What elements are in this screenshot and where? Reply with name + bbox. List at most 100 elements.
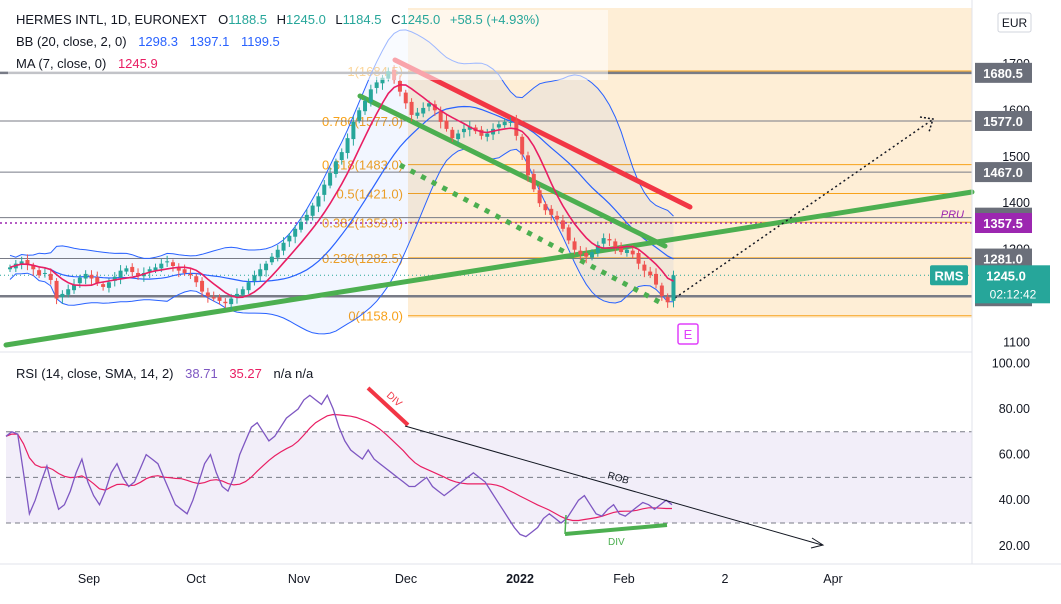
support-trendline[interactable] xyxy=(3,189,975,348)
candle-body xyxy=(555,215,560,220)
candle-body xyxy=(572,241,577,250)
earnings-marker[interactable]: E xyxy=(677,323,699,345)
earnings-marker-label: E xyxy=(684,327,693,342)
candle-body xyxy=(106,282,111,288)
candle-body xyxy=(427,103,432,107)
candle-body xyxy=(461,128,466,133)
candle-body xyxy=(613,241,618,248)
rsi-line xyxy=(5,393,673,538)
candle-body xyxy=(467,126,472,130)
candle-body xyxy=(240,289,245,295)
candle-body xyxy=(95,277,100,284)
rsi-band-lines xyxy=(6,431,972,524)
candle-body xyxy=(19,261,24,265)
svg-text:BB (20, close, 2, 0) 129: BB (20, close, 2, 0) 1298.3 1397.1 1199.… xyxy=(16,34,280,49)
candle-body xyxy=(66,289,71,295)
candle-body xyxy=(83,273,88,279)
time-tick-label: Dec xyxy=(395,572,417,586)
candle-body xyxy=(130,266,135,273)
candle-body xyxy=(234,293,239,298)
candle-body xyxy=(339,152,344,161)
rob-trendline[interactable] xyxy=(404,425,823,546)
projection-arrow[interactable] xyxy=(674,119,933,299)
candle-body xyxy=(351,121,356,140)
candle-body xyxy=(363,100,368,112)
candle-body xyxy=(543,204,548,211)
candle-body xyxy=(112,276,117,281)
price-tick-label: 1500 xyxy=(1002,150,1030,164)
candle-body xyxy=(293,228,298,237)
candle-body xyxy=(636,252,641,264)
candle-body xyxy=(246,282,251,291)
candle-body xyxy=(217,297,222,301)
price-level-pill xyxy=(975,110,1032,131)
price-level-text: 1281.0 xyxy=(983,252,1023,267)
price-tick-label: 1400 xyxy=(1002,196,1030,210)
time-axis[interactable]: Sep Oct Nov Dec 2022 Feb 2 Apr xyxy=(78,572,843,586)
price-level-text: 1680.5 xyxy=(983,66,1023,81)
candle-body xyxy=(165,261,170,263)
pru-label: PRU xyxy=(941,209,964,221)
candle-body xyxy=(421,107,426,114)
symbol-title: HERMES INTL, 1D, EURONEXT xyxy=(16,12,207,27)
candle-body xyxy=(101,284,106,287)
candle-body xyxy=(397,80,402,92)
bullish-divergence-line[interactable] xyxy=(564,523,668,536)
price-level-pill xyxy=(975,162,1032,183)
candle-body xyxy=(124,268,129,272)
candle-body xyxy=(415,112,420,116)
candle-body xyxy=(252,275,257,281)
candle-body xyxy=(642,264,647,271)
candlestick-series xyxy=(8,65,676,310)
candle-body xyxy=(31,265,36,270)
rob-trendline-arrow xyxy=(810,537,825,549)
svg-text:MA (7, close, 0) 1245.9: MA (7, close, 0) 1245.9 xyxy=(16,56,158,71)
candle-body xyxy=(508,121,513,123)
currency-badge[interactable]: EUR xyxy=(997,12,1032,33)
time-tick-label: Sep xyxy=(78,572,100,586)
channel-trendline[interactable] xyxy=(357,93,668,249)
dotted-channel-line[interactable] xyxy=(398,162,667,308)
candle-body xyxy=(77,277,82,284)
candle-body xyxy=(118,270,123,278)
candle-body xyxy=(584,252,589,257)
candle-body xyxy=(310,205,315,216)
rsi-tick-label: 100.00 xyxy=(992,356,1030,370)
candle-body xyxy=(299,221,303,230)
candle-body xyxy=(496,124,501,128)
svg-text:RSI (14, close, SMA, 14, 2): RSI (14, close, SMA, 14, 2) 38.71 35.27 … xyxy=(16,366,314,381)
bb-legend-label: BB (20, close, 2, 0) xyxy=(16,34,127,49)
candle-body xyxy=(525,155,530,176)
candle-body xyxy=(205,292,210,297)
fib-level-label: 0.618(1483.0) xyxy=(322,158,403,173)
candle-body xyxy=(269,256,274,263)
candle-body xyxy=(549,208,554,215)
rsi-axis[interactable]: 20.00 40.00 60.00 80.00 100.00 xyxy=(992,356,1030,552)
candle-body xyxy=(223,301,228,304)
candle-body xyxy=(590,252,594,258)
rsi-sma-line xyxy=(5,413,672,522)
candle-body xyxy=(438,111,443,122)
candle-body xyxy=(624,249,629,253)
rsi-tick-label: 40.00 xyxy=(999,493,1030,507)
fib-level-label: 0.382(1359.0) xyxy=(322,215,403,230)
candle-body xyxy=(72,284,77,291)
candle-body xyxy=(275,249,280,258)
candle-body xyxy=(380,77,385,84)
resistance-trendline[interactable] xyxy=(392,57,693,210)
last-price-label: RMS 1245.0 02:12:42 xyxy=(930,265,1050,304)
rsi-pane[interactable]: DIV DIV ROB xyxy=(5,386,972,549)
price-level-text: 1467.0 xyxy=(983,165,1023,180)
bullish-divergence-label: DIV xyxy=(608,537,625,548)
candle-body xyxy=(671,275,676,301)
candle-body xyxy=(322,184,327,195)
candle-body xyxy=(333,161,338,174)
candle-body xyxy=(374,82,379,88)
bar-countdown: 02:12:42 xyxy=(990,287,1037,301)
candle-body xyxy=(136,272,141,276)
bearish-divergence-line[interactable] xyxy=(366,386,410,427)
candle-body xyxy=(578,250,583,255)
moving-average-line xyxy=(9,83,674,299)
time-tick-label: Apr xyxy=(823,572,842,586)
